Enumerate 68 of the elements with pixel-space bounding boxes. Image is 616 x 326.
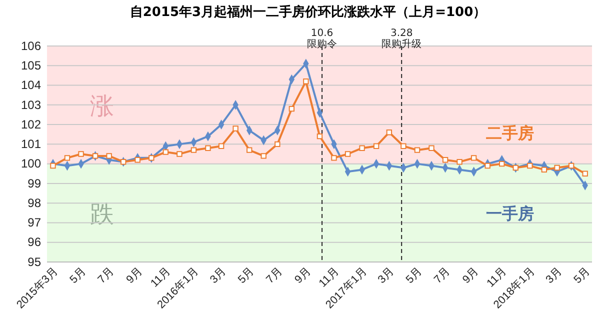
x-tick-label: 5月 <box>404 265 425 286</box>
y-tick-label: 98 <box>28 196 42 210</box>
point <box>148 155 154 161</box>
point <box>470 155 477 161</box>
point <box>554 164 560 171</box>
point <box>218 143 224 149</box>
band-label: 跌 <box>90 200 114 228</box>
ref-line-label: 10.6 限购令 <box>307 28 338 50</box>
point <box>344 151 351 157</box>
point <box>400 143 406 149</box>
x-tick-label: 5月 <box>572 265 592 286</box>
y-tick-label: 101 <box>20 137 42 152</box>
y-tick-label: 99 <box>28 176 42 190</box>
point <box>274 141 280 148</box>
point <box>162 149 169 155</box>
x-tick-label: 5月 <box>236 265 257 286</box>
x-tick-label: 3月 <box>544 265 564 286</box>
y-tick-label: 95 <box>28 254 42 269</box>
y-tick-label: 103 <box>20 98 42 112</box>
y-tick-label: 105 <box>20 58 42 72</box>
point <box>106 153 112 159</box>
point <box>442 157 448 163</box>
point <box>205 145 211 151</box>
y-tick-label: 106 <box>20 38 42 53</box>
point <box>527 162 533 169</box>
x-tick-label: 7月 <box>264 265 285 286</box>
x-tick-label: 7月 <box>432 265 453 286</box>
point <box>331 155 337 161</box>
series-label: 一手房 <box>486 204 534 223</box>
x-tick-label: 9月 <box>124 265 145 286</box>
point <box>260 153 266 159</box>
point <box>373 143 380 149</box>
point <box>456 159 462 165</box>
point <box>541 166 548 173</box>
point <box>288 106 295 112</box>
point <box>78 151 84 157</box>
point <box>428 145 434 151</box>
point <box>232 126 238 132</box>
point <box>134 157 140 163</box>
x-tick-label: 3月 <box>208 265 229 286</box>
point <box>190 147 197 153</box>
x-tick-label: 5月 <box>68 265 88 286</box>
point <box>386 130 392 136</box>
x-tick-label: 7月 <box>96 265 116 286</box>
x-tick-label: 9月 <box>460 265 482 286</box>
point <box>246 147 252 153</box>
x-tick-label: 3月 <box>376 265 396 286</box>
y-tick-label: 104 <box>20 78 42 92</box>
point <box>120 159 126 165</box>
x-tick-label: 9月 <box>292 265 314 286</box>
y-tick-label: 97 <box>28 216 42 230</box>
y-tick-label: 100 <box>20 156 42 171</box>
band-label: 涨 <box>90 92 114 120</box>
chart-title: 自2015年3月起福州一二手房价环比涨跌水平（上月=100） <box>130 4 486 20</box>
point <box>303 78 309 84</box>
point <box>316 133 323 140</box>
point <box>414 147 420 153</box>
point <box>582 170 588 176</box>
y-tick-label: 102 <box>20 117 42 132</box>
point <box>359 145 365 151</box>
point <box>499 160 505 167</box>
ref-line-label: 3.28 限购升级 <box>382 28 422 50</box>
point <box>50 162 56 169</box>
y-tick-label: 96 <box>28 235 42 250</box>
point <box>176 151 182 157</box>
series-label: 二手房 <box>486 123 534 142</box>
point <box>64 155 70 161</box>
point <box>484 162 490 169</box>
